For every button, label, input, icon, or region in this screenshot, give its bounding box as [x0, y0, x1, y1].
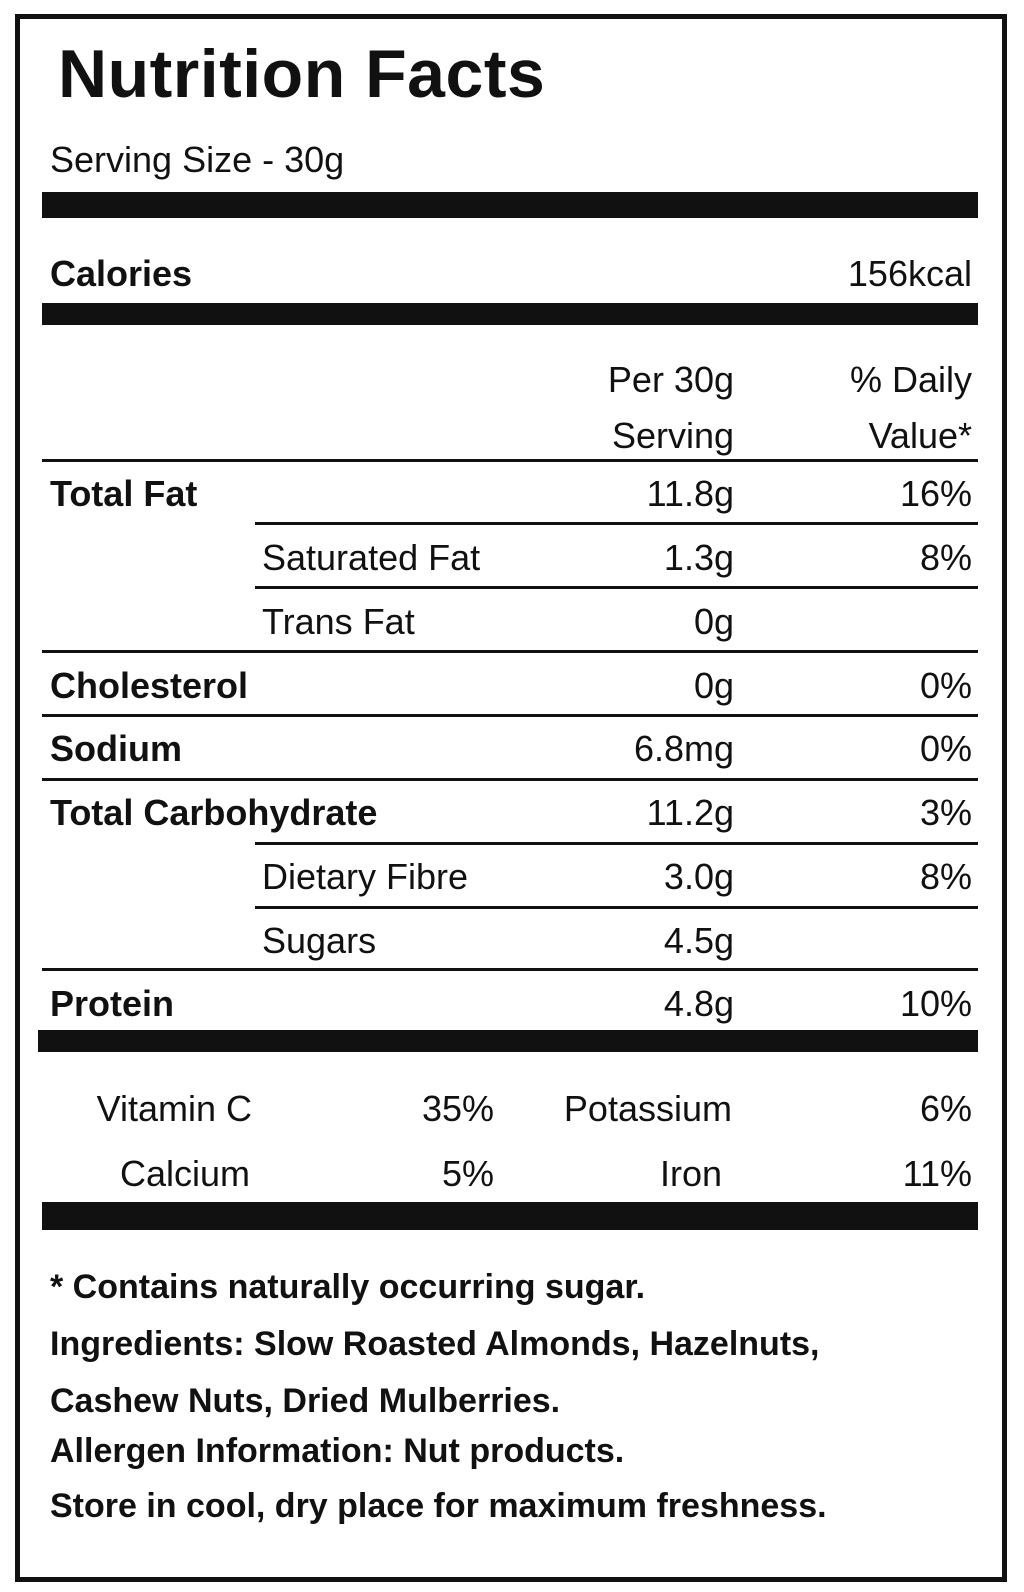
nutrient-name: Total Fat — [50, 473, 198, 514]
nutrient-amount: 11.2g — [646, 792, 734, 833]
vitamin-name: Potassium — [563, 1088, 732, 1129]
sub-row-divider — [255, 586, 978, 589]
nutrient-name: Dietary Fibre — [262, 856, 469, 897]
nutrient-amount: 0g — [693, 601, 734, 642]
nutrient-amount: 0g — [693, 665, 734, 706]
sub-row-divider — [255, 522, 978, 525]
nutrient-amount: 4.8g — [663, 983, 734, 1024]
thick-divider — [42, 303, 978, 325]
storage-instructions: Store in cool, dry place for maximum fre… — [50, 1487, 827, 1525]
col-header-daily-value-1: % Daily — [849, 359, 972, 400]
nutrient-amount: 1.3g — [663, 537, 734, 578]
vitamin-value: 11% — [902, 1153, 972, 1194]
nutrient-name: Total Carbohydrate — [50, 792, 378, 833]
row-divider — [42, 650, 978, 653]
col-header-per-serving-1: Per 30g — [607, 359, 734, 400]
nutrient-daily-value: 3% — [919, 792, 972, 833]
calories-label: Calories — [50, 253, 193, 294]
row-divider — [42, 968, 978, 971]
nutrient-name: Sodium — [50, 728, 182, 769]
serving-size: Serving Size - 30g — [50, 139, 345, 180]
calories-value: 156kcal — [847, 253, 972, 294]
nutrient-daily-value: 8% — [919, 537, 972, 578]
nutrient-daily-value: 0% — [919, 728, 972, 769]
ingredients-line-2: Cashew Nuts, Dried Mulberries. — [50, 1382, 561, 1420]
vitamin-value: 6% — [919, 1088, 972, 1129]
thick-divider — [42, 1202, 978, 1230]
nutrient-amount: 3.0g — [663, 856, 734, 897]
sugar-footnote: * Contains naturally occurring sugar. — [50, 1268, 646, 1306]
nutrient-daily-value: 10% — [899, 983, 972, 1024]
vitamin-name: Vitamin C — [96, 1088, 252, 1129]
label-title: Nutrition Facts — [58, 36, 546, 112]
nutrient-amount: 6.8mg — [633, 728, 734, 769]
vitamin-name: Iron — [659, 1153, 722, 1194]
thick-divider — [42, 192, 978, 218]
ingredients-line-1: Ingredients: Slow Roasted Almonds, Hazel… — [50, 1325, 820, 1363]
nutrient-amount: 4.5g — [663, 920, 734, 961]
vitamin-value: 5% — [441, 1153, 494, 1194]
nutrient-daily-value: 0% — [919, 665, 972, 706]
nutrition-label-border — [15, 14, 1007, 1582]
vitamin-value: 35% — [421, 1088, 494, 1129]
thick-divider — [38, 1030, 978, 1052]
sub-row-divider — [255, 842, 978, 845]
nutrient-daily-value: 16% — [899, 473, 972, 514]
nutrient-name: Trans Fat — [262, 601, 415, 642]
nutrient-name: Saturated Fat — [262, 537, 481, 578]
allergen-info: Allergen Information: Nut products. — [50, 1432, 625, 1470]
nutrient-name: Cholesterol — [50, 665, 249, 706]
vitamin-name: Calcium — [119, 1153, 250, 1194]
sub-row-divider — [255, 906, 978, 909]
nutrient-daily-value: 8% — [919, 856, 972, 897]
row-divider — [42, 778, 978, 781]
nutrient-amount: 11.8g — [646, 473, 734, 514]
nutrient-name: Protein — [50, 983, 175, 1024]
nutrient-name: Sugars — [262, 920, 377, 961]
col-header-daily-value-2: Value* — [868, 415, 972, 456]
col-header-per-serving-2: Serving — [611, 415, 734, 456]
row-divider — [42, 459, 978, 462]
row-divider — [42, 714, 978, 717]
